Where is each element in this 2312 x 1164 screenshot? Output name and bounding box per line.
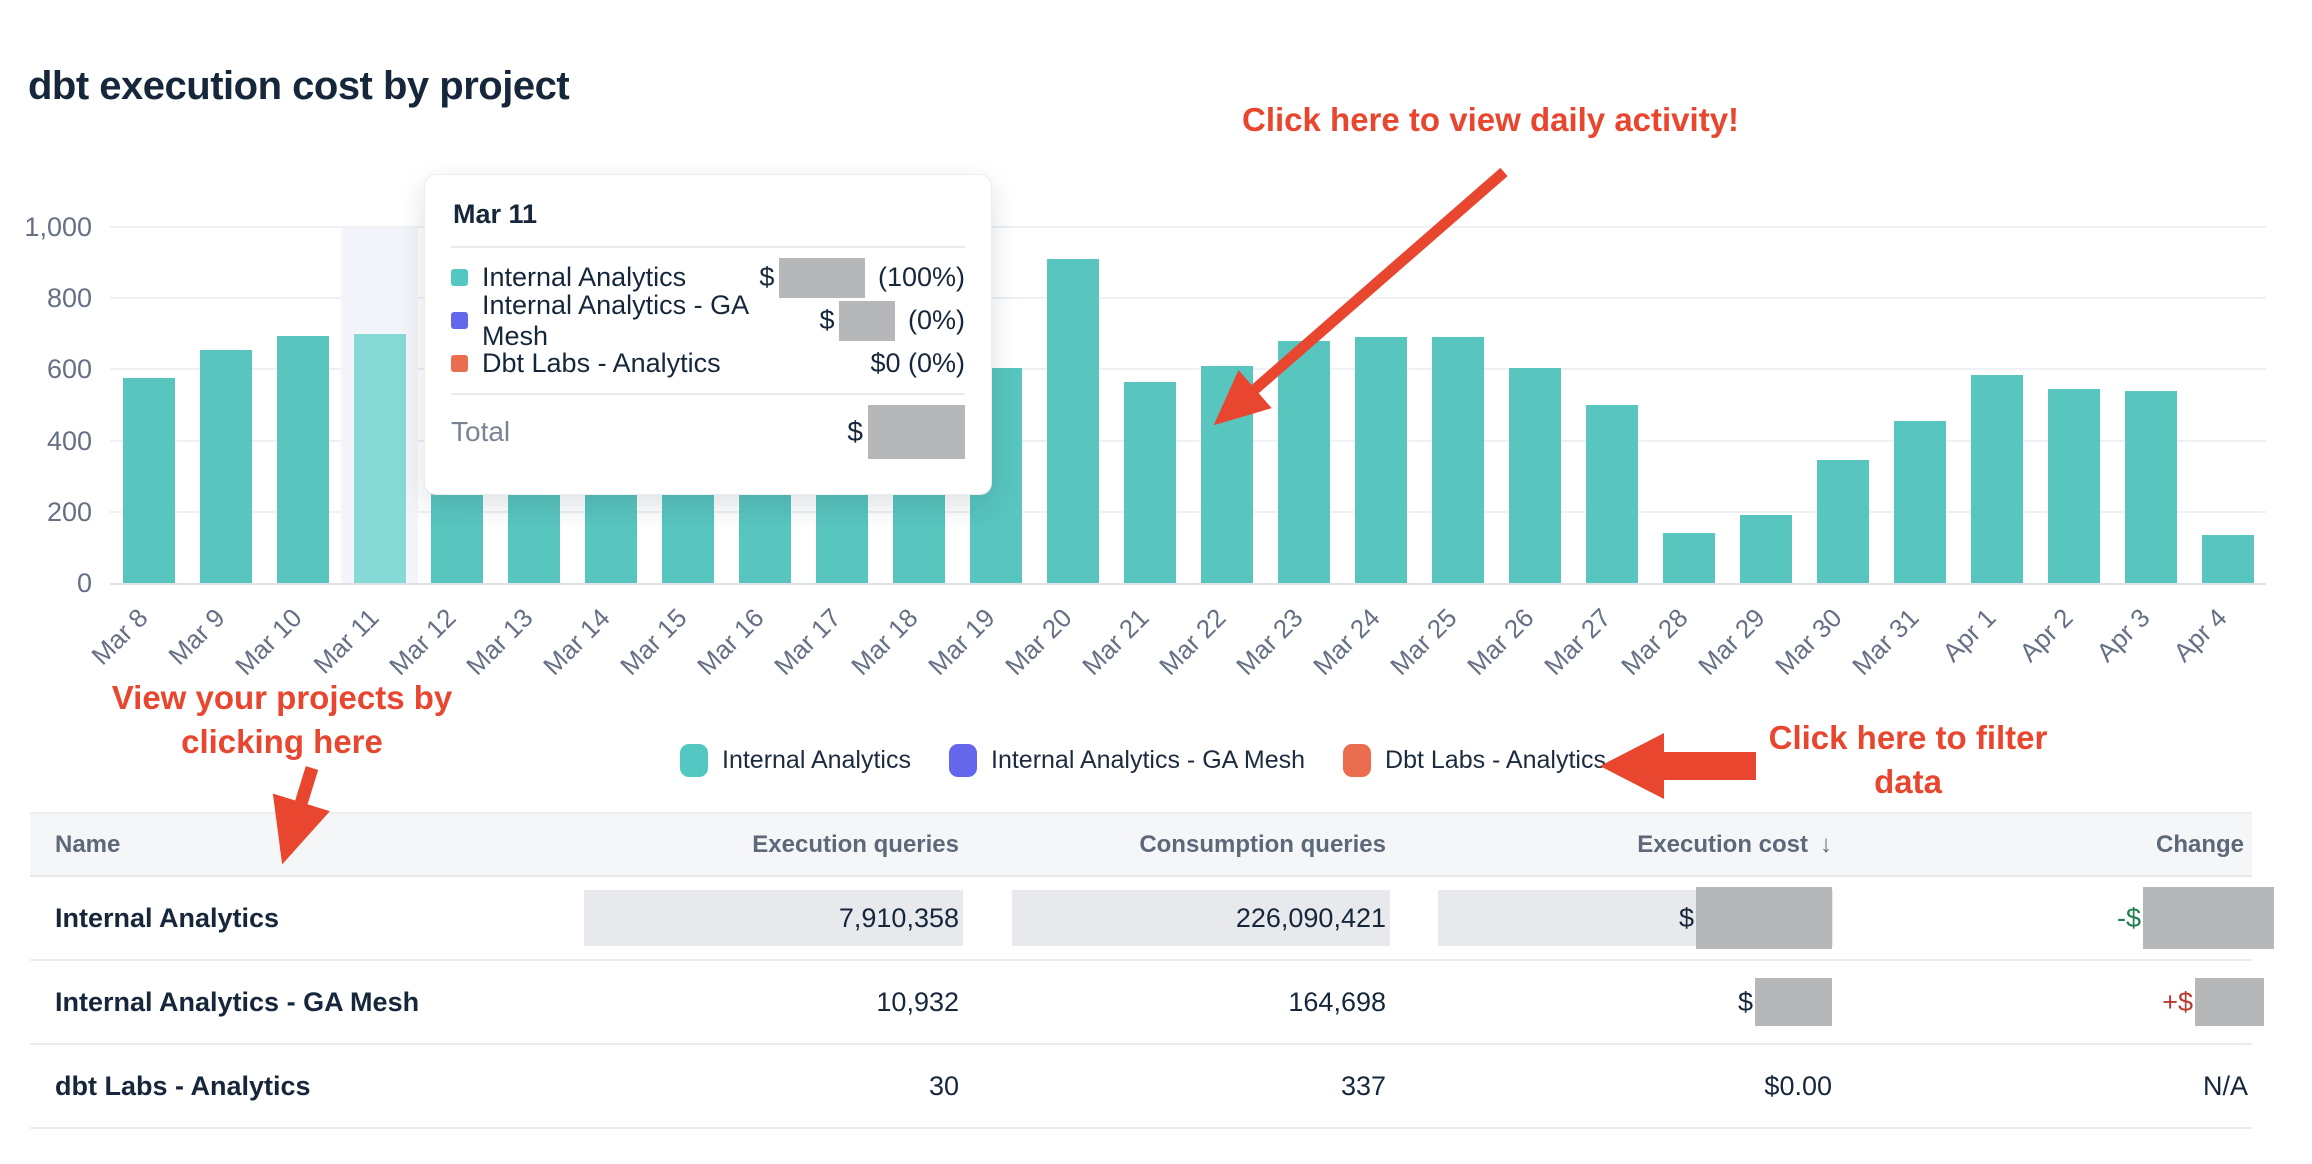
legend-label: Internal Analytics - GA Mesh (991, 746, 1306, 774)
tooltip-date: Mar 11 (453, 199, 538, 229)
tooltip-row: Internal Analytics $ (100%) (451, 256, 965, 299)
legend-label: Dbt Labs - Analytics (1385, 746, 1606, 774)
redacted-value (779, 257, 866, 298)
bar-mar-20[interactable] (1046, 259, 1099, 583)
redacted-total-value (868, 405, 965, 459)
legend-swatch-icon (680, 744, 708, 777)
bar-mar-9[interactable] (199, 350, 252, 583)
y-tick-label: 0 (76, 568, 92, 598)
cell-highlight (584, 890, 963, 946)
execution-queries-cell: 7,910,358 (838, 902, 959, 933)
consumption-queries-cell: 164,698 (1288, 986, 1386, 1017)
chart-tooltip: Mar 11 Internal Analytics $ (100%) Interna… (424, 174, 992, 495)
tooltip-divider (451, 393, 965, 395)
chart-legend: Internal Analytics Internal Analytics - G… (680, 744, 1606, 777)
column-header-execution-queries[interactable]: Execution queries (752, 830, 959, 858)
tooltip-series-value: $ (0%) (819, 300, 965, 341)
projects-table: Name Execution queries Consumption queries… (30, 812, 2274, 1129)
bar-apr-1[interactable] (1970, 375, 2023, 583)
bar-mar-22[interactable] (1200, 366, 1253, 583)
bar-mar-21[interactable] (1123, 382, 1176, 583)
change-cell: +$ (1836, 978, 2264, 1026)
execution-cost-cell: $0.00 (1764, 1070, 1832, 1101)
tooltip-row: Internal Analytics - GA Mesh $ (0%) (451, 290, 965, 351)
table-row: Internal Analytics - GA Mesh 10,932 164,69… (30, 961, 2264, 1045)
execution-cost-cell: $ (1390, 887, 1836, 949)
legend-swatch-icon (1343, 744, 1372, 777)
tooltip-divider (451, 246, 965, 248)
column-header-name[interactable]: Name (55, 830, 121, 858)
tooltip-row: Dbt Labs - Analytics $0 (0%) (451, 342, 965, 385)
change-cell: N/A (2202, 1070, 2248, 1101)
table-row: Internal Analytics 7,910,358 226,090,421 $ -… (30, 877, 2274, 961)
cell-highlight (1012, 890, 1390, 946)
bar-mar-27[interactable] (1585, 405, 1638, 583)
tooltip-total-label: Total (451, 416, 511, 447)
bar-mar-24[interactable] (1354, 337, 1407, 583)
series-swatch-icon (451, 355, 468, 372)
project-name[interactable]: Internal Analytics - GA Mesh (55, 986, 420, 1017)
project-name[interactable]: Internal Analytics (55, 902, 280, 933)
legend-item-internal-analytics[interactable]: Internal Analytics (680, 744, 911, 777)
redacted-value (839, 300, 896, 341)
legend-swatch-icon (949, 744, 977, 777)
y-tick-label: 1,000 (24, 212, 92, 242)
bar-mar-30[interactable] (1816, 460, 1869, 583)
execution-cost-cell: $ (1390, 978, 1836, 1026)
bar-mar-10[interactable] (276, 336, 329, 583)
consumption-queries-cell: 337 (1340, 1070, 1386, 1101)
bar-mar-25[interactable] (1431, 337, 1484, 583)
bar-mar-8[interactable] (122, 378, 175, 583)
x-axis-line (110, 583, 2266, 585)
legend-item-dbt-labs-analytics[interactable]: Dbt Labs - Analytics (1343, 744, 1606, 777)
redacted-value (2143, 887, 2274, 949)
gridline (110, 439, 2266, 442)
series-swatch-icon (451, 269, 468, 286)
annotation-daily-activity: Click here to view daily activity! (1242, 101, 1740, 138)
annotation-view-projects: View your projects by clicking here (111, 679, 453, 760)
bar-mar-29[interactable] (1739, 515, 1792, 583)
gridline (110, 510, 2266, 513)
gridline (110, 297, 2266, 300)
execution-queries-cell: 10,932 (876, 986, 959, 1017)
y-tick-label: 600 (46, 354, 92, 385)
bar-apr-3[interactable] (2124, 391, 2177, 583)
series-swatch-icon (451, 312, 468, 329)
annotation-filter-data: Click here to filter data (1768, 719, 2048, 800)
legend-label: Internal Analytics (722, 746, 911, 774)
gridline (110, 368, 2266, 371)
bar-apr-2[interactable] (2047, 389, 2100, 583)
bar-apr-4[interactable] (2201, 535, 2254, 583)
redacted-value (1696, 887, 1832, 949)
change-cell: -$ (1836, 887, 2274, 949)
bar-mar-11[interactable] (353, 334, 406, 583)
gridline (110, 226, 2266, 228)
legend-item-internal-analytics-ga-mesh[interactable]: Internal Analytics - GA Mesh (949, 744, 1305, 777)
redacted-value (2195, 978, 2264, 1026)
y-tick-label: 800 (46, 283, 92, 314)
redacted-value (1755, 978, 1832, 1026)
y-tick-label: 400 (46, 425, 92, 456)
bar-mar-23[interactable] (1277, 341, 1330, 583)
consumption-queries-cell: 226,090,421 (1235, 902, 1386, 933)
table-header-row: Name Execution queries Consumption queries… (30, 812, 2252, 877)
table-row: dbt Labs - Analytics 30 337 $0.00 N/A (30, 1045, 2252, 1129)
column-header-change[interactable]: Change (2155, 830, 2244, 858)
page-title: dbt execution cost by project (28, 64, 570, 108)
column-header-consumption-queries[interactable]: Consumption queries (1139, 830, 1386, 858)
tooltip-series-label: Dbt Labs - Analytics (482, 348, 721, 378)
sort-descending-icon: ↓ (1820, 830, 1832, 858)
project-name[interactable]: dbt Labs - Analytics (55, 1070, 311, 1101)
column-header-execution-cost[interactable]: Execution cost ↓ (1637, 830, 1832, 858)
y-tick-label: 200 (46, 496, 92, 527)
execution-queries-cell: 30 (928, 1070, 959, 1101)
bar-mar-31[interactable] (1893, 421, 1946, 583)
tooltip-series-label: Internal Analytics (482, 262, 687, 292)
tooltip-series-value: $ (100%) (759, 257, 965, 298)
bar-mar-28[interactable] (1662, 533, 1715, 583)
bar-mar-26[interactable] (1508, 368, 1561, 583)
tooltip-total-prefix: $ (847, 416, 863, 447)
tooltip-series-value: $0 (0%) (870, 348, 965, 378)
tooltip-series-label: Internal Analytics - GA Mesh (482, 289, 748, 351)
